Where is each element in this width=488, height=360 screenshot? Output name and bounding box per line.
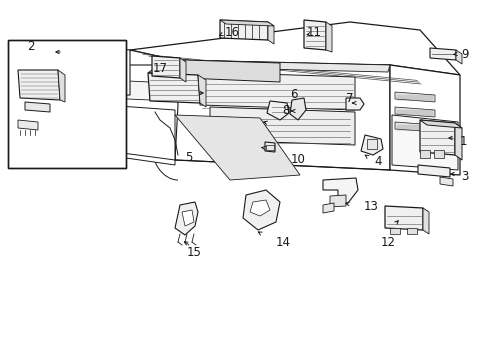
Polygon shape	[184, 60, 280, 82]
Polygon shape	[180, 58, 185, 82]
Polygon shape	[394, 122, 434, 132]
Polygon shape	[182, 210, 194, 226]
Bar	[8, 40, 126, 168]
Polygon shape	[454, 123, 461, 160]
Polygon shape	[148, 73, 200, 103]
Polygon shape	[422, 208, 428, 234]
Text: 17: 17	[153, 63, 168, 76]
Text: 13: 13	[363, 201, 378, 213]
Bar	[419, 150, 429, 158]
Polygon shape	[384, 206, 422, 230]
Text: 16: 16	[224, 26, 240, 39]
Polygon shape	[175, 60, 389, 72]
Polygon shape	[25, 102, 50, 112]
Text: 14: 14	[275, 235, 290, 248]
Polygon shape	[267, 22, 273, 44]
Polygon shape	[100, 65, 178, 160]
Polygon shape	[391, 115, 457, 170]
Polygon shape	[360, 135, 382, 155]
Text: 12: 12	[380, 235, 395, 248]
Polygon shape	[429, 48, 455, 60]
Text: 10: 10	[290, 153, 305, 166]
Polygon shape	[105, 105, 175, 165]
Polygon shape	[249, 200, 269, 216]
Polygon shape	[304, 20, 325, 50]
Text: 5: 5	[184, 152, 192, 165]
Polygon shape	[323, 178, 357, 203]
Polygon shape	[152, 56, 180, 78]
Polygon shape	[439, 177, 452, 186]
Bar	[389, 228, 399, 234]
Polygon shape	[18, 120, 38, 130]
Polygon shape	[264, 142, 274, 152]
Polygon shape	[198, 75, 205, 107]
Polygon shape	[325, 22, 331, 52]
Polygon shape	[329, 195, 346, 207]
Polygon shape	[105, 80, 150, 100]
Polygon shape	[175, 60, 389, 170]
Polygon shape	[220, 20, 267, 40]
Polygon shape	[18, 70, 60, 100]
Polygon shape	[175, 202, 198, 235]
Polygon shape	[394, 92, 434, 102]
Text: 2: 2	[27, 40, 35, 53]
Text: 9: 9	[460, 48, 468, 60]
Polygon shape	[130, 22, 459, 75]
Polygon shape	[266, 101, 288, 120]
Bar	[265, 145, 273, 150]
Polygon shape	[289, 98, 305, 120]
Polygon shape	[175, 115, 299, 180]
Text: 1: 1	[459, 135, 467, 148]
Polygon shape	[220, 20, 273, 26]
Text: 8: 8	[282, 104, 289, 117]
Polygon shape	[419, 120, 461, 128]
Text: 6: 6	[289, 87, 297, 100]
Polygon shape	[417, 165, 449, 177]
Polygon shape	[72, 45, 130, 95]
Polygon shape	[419, 120, 454, 155]
Text: 3: 3	[460, 171, 468, 184]
Text: 4: 4	[373, 156, 381, 168]
Text: 15: 15	[186, 247, 202, 260]
Bar	[366, 139, 376, 149]
Polygon shape	[455, 50, 461, 64]
Text: 11: 11	[306, 26, 321, 39]
Polygon shape	[243, 190, 280, 230]
Polygon shape	[394, 107, 434, 117]
Text: 7: 7	[346, 91, 353, 104]
Polygon shape	[346, 98, 363, 110]
Polygon shape	[209, 107, 354, 145]
Polygon shape	[200, 72, 354, 110]
Polygon shape	[58, 70, 65, 102]
Bar	[433, 150, 443, 158]
Polygon shape	[323, 203, 333, 213]
Bar	[406, 228, 416, 234]
Polygon shape	[100, 50, 175, 160]
Polygon shape	[389, 65, 459, 175]
Bar	[8, 40, 126, 168]
